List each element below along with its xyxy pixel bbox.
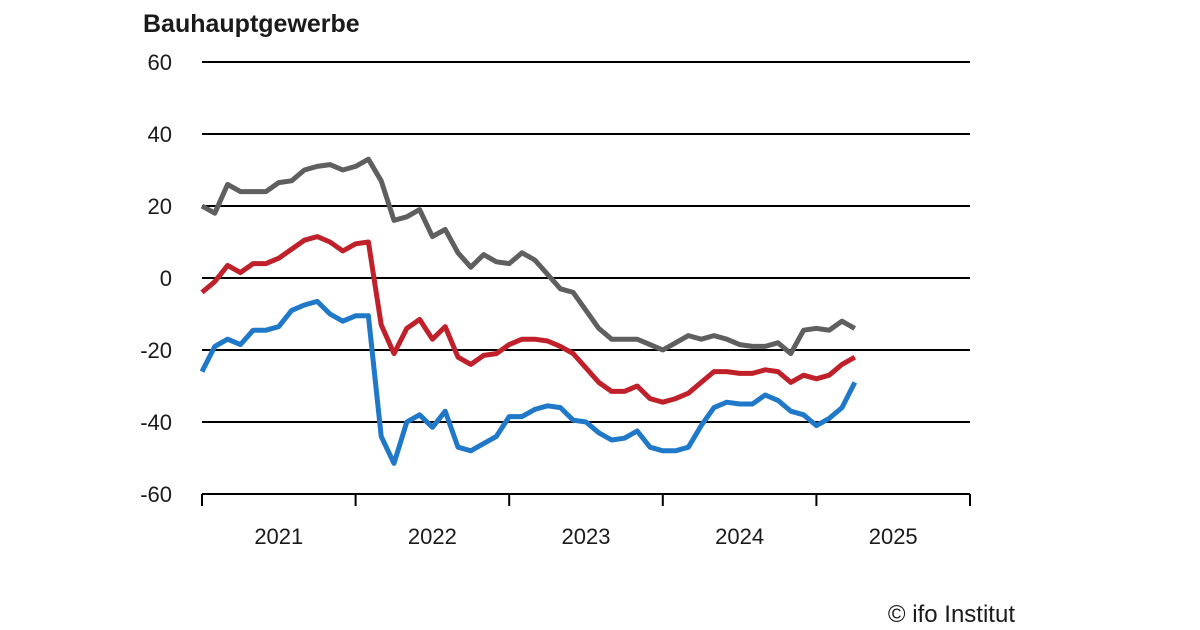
y-tick-label: -60 <box>140 482 172 507</box>
y-tick-label: -40 <box>140 410 172 435</box>
y-tick-label: 40 <box>148 122 172 147</box>
x-tick-label: 2022 <box>408 524 457 549</box>
x-tick-label: 2025 <box>869 524 918 549</box>
series-line-1 <box>200 156 857 357</box>
y-tick-label: -20 <box>140 338 172 363</box>
x-axis: 2021 2022 2023 2024 2025 <box>201 493 971 549</box>
series-line-3 <box>199 298 858 466</box>
series-line-2 <box>200 234 857 405</box>
y-axis-tick-labels: 60 40 20 0 -20 -40 -60 <box>140 50 172 507</box>
y-tick-label: 0 <box>160 266 172 291</box>
y-tick-label: 20 <box>148 194 172 219</box>
y-tick-label: 60 <box>148 50 172 75</box>
x-tick-label: 2021 <box>254 524 303 549</box>
x-tick-label: 2024 <box>715 524 764 549</box>
x-tick-label: 2023 <box>562 524 611 549</box>
chart-title: Bauhauptgewerbe <box>143 10 360 38</box>
series-lines <box>199 156 858 466</box>
source-credit: © ifo Institut <box>888 601 1015 628</box>
